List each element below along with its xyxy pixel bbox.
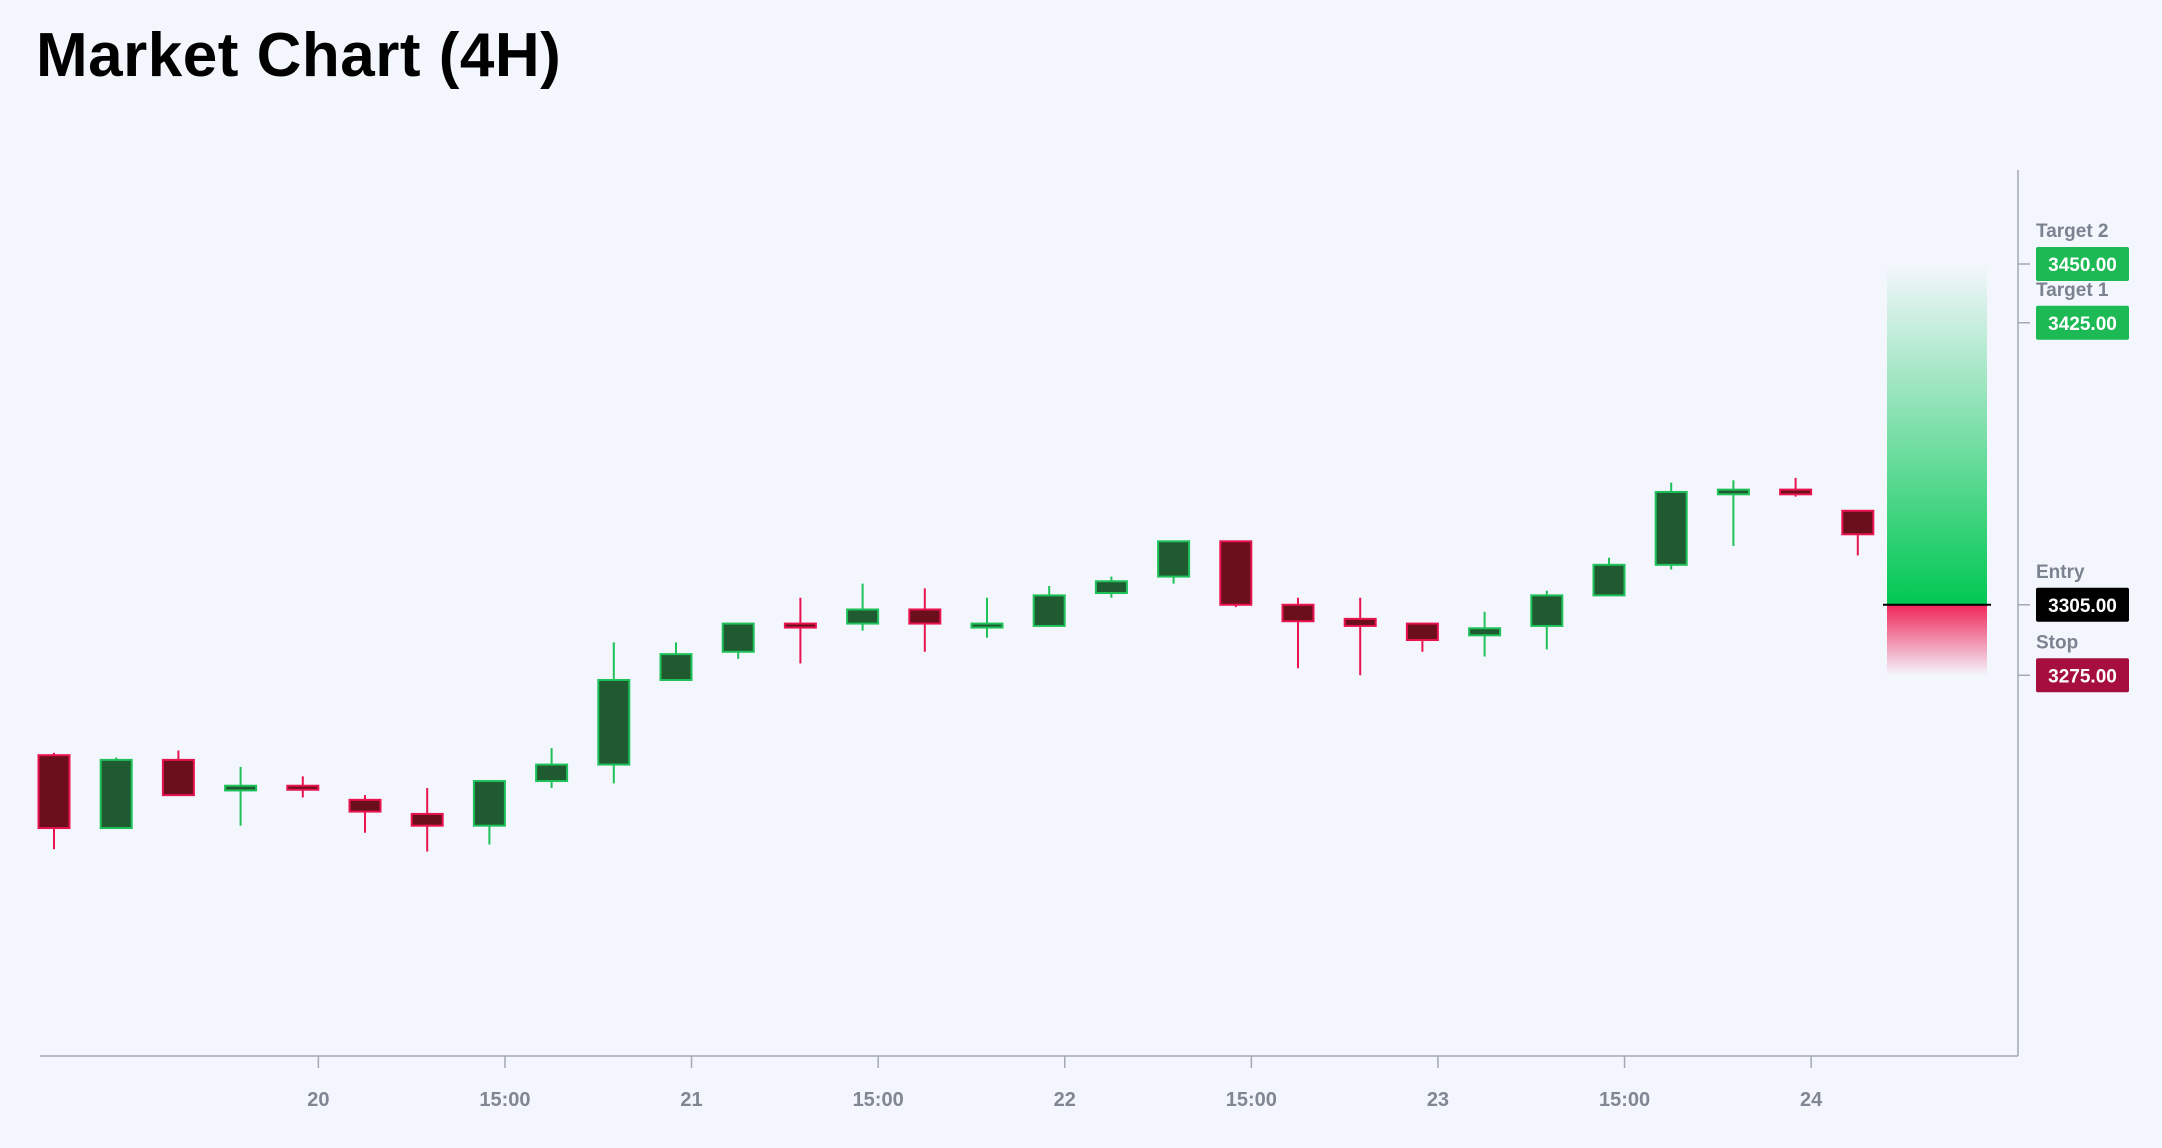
- candle-body: [1094, 580, 1128, 595]
- candle[interactable]: [1468, 611, 1502, 657]
- candle[interactable]: [1219, 540, 1253, 608]
- x-tick-label: 22: [1054, 1089, 1076, 1111]
- level-value: 3275.00: [2048, 666, 2117, 687]
- candle[interactable]: [1841, 509, 1875, 556]
- candle[interactable]: [1654, 482, 1688, 570]
- level-value: 3305.00: [2048, 596, 2117, 617]
- level-entry: Entry 3305.00: [1883, 562, 2129, 622]
- trade-zones: [1887, 264, 1987, 676]
- candle-body: [597, 678, 631, 766]
- level-value-badge: [2036, 658, 2129, 693]
- candle-body: [970, 622, 1004, 629]
- level-name: Target 2: [2036, 221, 2109, 242]
- x-tick-label: 24: [1800, 1089, 1823, 1111]
- candle-body: [1779, 488, 1813, 496]
- loss-zone: [1887, 604, 1987, 676]
- candle[interactable]: [1281, 597, 1315, 669]
- candle-body: [535, 763, 569, 783]
- candle-body: [1157, 540, 1191, 578]
- x-tick-label: 21: [680, 1089, 702, 1111]
- candle-body: [161, 758, 195, 797]
- candle-body: [286, 784, 320, 791]
- level-value: 3450.00: [2048, 255, 2117, 276]
- profit-zone: [1887, 264, 1987, 605]
- level-value-badge: [2036, 587, 2129, 622]
- level-name: Target 1: [2036, 280, 2109, 301]
- level-stop: Stop 3275.00: [2018, 632, 2129, 693]
- candle-body: [1716, 488, 1750, 496]
- candle-body: [1032, 594, 1066, 627]
- candle[interactable]: [286, 776, 320, 798]
- candle[interactable]: [1530, 590, 1564, 650]
- candle[interactable]: [1779, 477, 1813, 497]
- candle-body: [783, 622, 817, 629]
- candle[interactable]: [410, 788, 444, 852]
- axes: 20 15:00 21 15:00 22 15:00 23 15:00 24: [40, 170, 2019, 1111]
- candle[interactable]: [597, 642, 631, 784]
- candle-body: [1530, 594, 1564, 627]
- x-tick-label: 20: [307, 1089, 329, 1111]
- candle[interactable]: [161, 750, 195, 797]
- candle[interactable]: [535, 748, 569, 789]
- level-name: Entry: [2036, 562, 2085, 583]
- candle[interactable]: [1716, 480, 1750, 547]
- candle-body: [1405, 622, 1439, 642]
- chart-title: Market Chart (4H): [36, 21, 562, 90]
- candle-body: [99, 758, 133, 830]
- candle-body: [224, 784, 258, 792]
- candle-body: [1654, 490, 1688, 566]
- candle[interactable]: [348, 795, 382, 833]
- candle-body: [721, 622, 755, 653]
- x-tick-label: 15:00: [479, 1089, 530, 1111]
- candle[interactable]: [846, 583, 880, 631]
- x-tick-label: 15:00: [1599, 1089, 1650, 1111]
- candles: [37, 477, 1875, 852]
- candle[interactable]: [659, 642, 693, 681]
- candle-body: [846, 608, 880, 625]
- candle-body: [908, 608, 942, 625]
- candle-body: [659, 653, 693, 681]
- candle[interactable]: [783, 597, 817, 664]
- candle-body: [348, 798, 382, 813]
- candle[interactable]: [224, 766, 258, 826]
- candle-body: [1468, 627, 1502, 637]
- level-value: 3425.00: [2048, 314, 2117, 335]
- candle-body: [1592, 563, 1626, 597]
- candle[interactable]: [970, 597, 1004, 638]
- candle[interactable]: [1405, 622, 1439, 652]
- x-tick-label: 23: [1427, 1089, 1449, 1111]
- x-tick-label: 15:00: [1226, 1089, 1277, 1111]
- candle-body: [410, 812, 444, 827]
- candle-body: [1281, 603, 1315, 623]
- x-tick-label: 15:00: [853, 1089, 904, 1111]
- candle[interactable]: [1343, 597, 1377, 676]
- candle-body: [1343, 617, 1377, 627]
- level-target: Target 1 3425.00: [2018, 280, 2129, 340]
- candle[interactable]: [37, 752, 71, 850]
- level-value-badge: [2036, 247, 2129, 282]
- candle[interactable]: [472, 780, 506, 845]
- candle[interactable]: [721, 622, 755, 659]
- candle[interactable]: [1157, 540, 1191, 584]
- candle[interactable]: [1032, 585, 1066, 627]
- candle-body: [1841, 509, 1875, 536]
- price-levels: Target 2 3450.00 Target 1 3425.00 Entry 3305.…: [1883, 221, 2129, 693]
- candle[interactable]: [1592, 557, 1626, 597]
- candle[interactable]: [99, 757, 133, 830]
- candle[interactable]: [908, 588, 942, 652]
- level-target: Target 2 3450.00: [2018, 221, 2129, 282]
- candle-body: [1219, 540, 1253, 606]
- candle-body: [37, 754, 71, 830]
- candle-body: [472, 780, 506, 827]
- candle[interactable]: [1094, 576, 1128, 598]
- level-name: Stop: [2036, 632, 2078, 653]
- level-value-badge: [2036, 305, 2129, 340]
